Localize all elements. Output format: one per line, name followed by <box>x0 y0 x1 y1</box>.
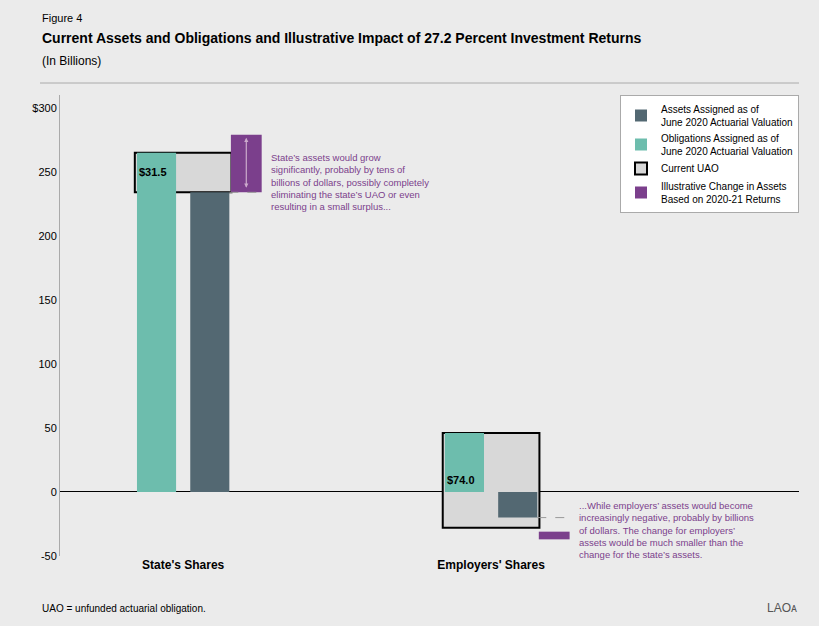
svg-text:(In Billions): (In Billions) <box>42 54 101 68</box>
svg-text:...While employers’ assets wou: ...While employers’ assets would becomei… <box>579 500 754 560</box>
svg-text:State's Shares: State's Shares <box>142 558 225 572</box>
svg-text:Current Assets and Obligations: Current Assets and Obligations and Illus… <box>42 30 642 46</box>
svg-text:150: 150 <box>38 294 56 306</box>
svg-text:State’s assets would growsigni: State’s assets would growsignificantly, … <box>271 152 429 212</box>
svg-text:50: 50 <box>45 422 57 434</box>
svg-text:Current UAO: Current UAO <box>661 163 719 174</box>
svg-text:LAOᴀ: LAOᴀ <box>767 601 797 615</box>
svg-text:Obligations Assigned as ofJune: Obligations Assigned as ofJune 2020 Actu… <box>661 133 793 157</box>
svg-text:250: 250 <box>38 166 56 178</box>
svg-text:0: 0 <box>51 486 57 498</box>
svg-text:$300: $300 <box>32 102 56 114</box>
svg-text:200: 200 <box>38 230 56 242</box>
svg-text:$31.5: $31.5 <box>139 166 167 178</box>
svg-text:$74.0: $74.0 <box>447 474 475 486</box>
svg-text:Figure 4: Figure 4 <box>42 12 82 24</box>
svg-text:Employers' Shares: Employers' Shares <box>437 558 545 572</box>
svg-text:Illustrative Change in AssetsB: Illustrative Change in AssetsBased on 20… <box>661 181 787 205</box>
svg-text:-50: -50 <box>41 550 57 562</box>
svg-text:100: 100 <box>38 358 56 370</box>
svg-text:Assets Assigned as ofJune 2020: Assets Assigned as ofJune 2020 Actuarial… <box>661 104 793 128</box>
svg-text:UAO = unfunded actuarial oblig: UAO = unfunded actuarial obligation. <box>42 603 206 614</box>
